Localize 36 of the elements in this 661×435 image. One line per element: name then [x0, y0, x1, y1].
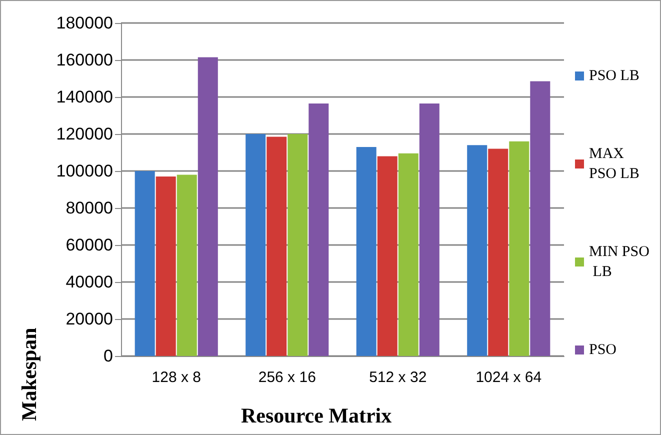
- x-tick-label: 128 x 8: [152, 369, 201, 386]
- legend-label: MIN PSO LB: [589, 244, 650, 280]
- y-tick-label: 100000: [56, 162, 113, 180]
- bar: [377, 156, 398, 356]
- bar: [266, 136, 287, 356]
- x-tick-label: 1024 x 64: [476, 369, 542, 386]
- bar: [176, 174, 197, 356]
- bar: [467, 145, 488, 356]
- bar: [246, 134, 266, 356]
- x-tick-label: 256 x 16: [258, 369, 316, 386]
- bar: [509, 141, 530, 356]
- x-axis-title: Resource Matrix: [241, 404, 392, 428]
- y-axis-title: Makespan: [17, 327, 41, 421]
- bar: [198, 57, 218, 356]
- legend-label: PSO: [589, 342, 617, 358]
- bar: [356, 146, 376, 356]
- y-tick-label: 140000: [56, 88, 113, 106]
- bar: [419, 103, 440, 356]
- y-tick-label: 20000: [66, 310, 113, 328]
- y-tick-label: 40000: [66, 272, 113, 292]
- bar: [488, 148, 508, 356]
- y-tick-label: 80000: [66, 198, 113, 218]
- y-tick-label: 120000: [56, 124, 113, 144]
- bar: [308, 103, 329, 356]
- legend-label: MAX PSO LB: [589, 146, 640, 182]
- y-tick-label: 0: [104, 346, 113, 366]
- bar: [156, 176, 176, 356]
- y-tick-label: 180000: [56, 14, 113, 32]
- bar: [288, 134, 308, 356]
- y-tick-label: 160000: [56, 50, 113, 70]
- bar: [134, 171, 155, 356]
- bar: [530, 81, 550, 356]
- bar: [398, 153, 418, 356]
- legend-label: PSO LB: [589, 68, 640, 84]
- x-tick-label: 512 x 32: [369, 369, 427, 386]
- y-tick-label: 60000: [66, 236, 113, 254]
